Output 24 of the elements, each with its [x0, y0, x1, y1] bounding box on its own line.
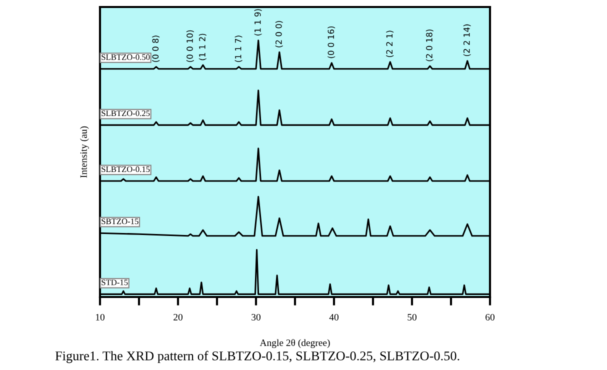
x-tick-label: 60 — [486, 314, 494, 321]
annotation: (2 0 18) — [426, 30, 434, 62]
series-label: STD-15 — [102, 280, 128, 286]
annotation: (2 2 1) — [386, 30, 394, 58]
annotation: (1 1 9) — [254, 9, 262, 36]
annotation: (2 0 0) — [275, 21, 283, 48]
x-tick-label: 40 — [329, 314, 338, 321]
annotation: (1 1 7) — [234, 36, 242, 62]
annotation: (0 0 8) — [152, 36, 160, 62]
y-axis-title: Intensity (au) — [80, 126, 89, 178]
x-tick-label: 30 — [252, 314, 260, 321]
x-axis-title: Angle 2θ (degree) — [260, 339, 330, 348]
x-tick-label: 50 — [408, 314, 416, 321]
series-label: SBTZO-15 — [102, 218, 138, 224]
annotation: (0 0 10) — [186, 30, 194, 62]
annotation: (1 1 2) — [198, 34, 206, 60]
series-label: SLBTZO-0.15 — [102, 166, 150, 172]
series-label: SLBTZO-0.50 — [102, 54, 150, 60]
x-tick-label: 10 — [96, 314, 104, 321]
series-label: SLBTZO-0.25 — [102, 110, 150, 116]
annotation: (2 2 14) — [463, 24, 471, 56]
caption: Figure1. The XRD pattern of SLBTZO-0.15, SLBTZO-0.25, SLBTZO-0.50. — [55, 350, 460, 364]
x-tick-label: 20 — [174, 314, 182, 321]
annotation: (0 0 16) — [328, 26, 336, 58]
